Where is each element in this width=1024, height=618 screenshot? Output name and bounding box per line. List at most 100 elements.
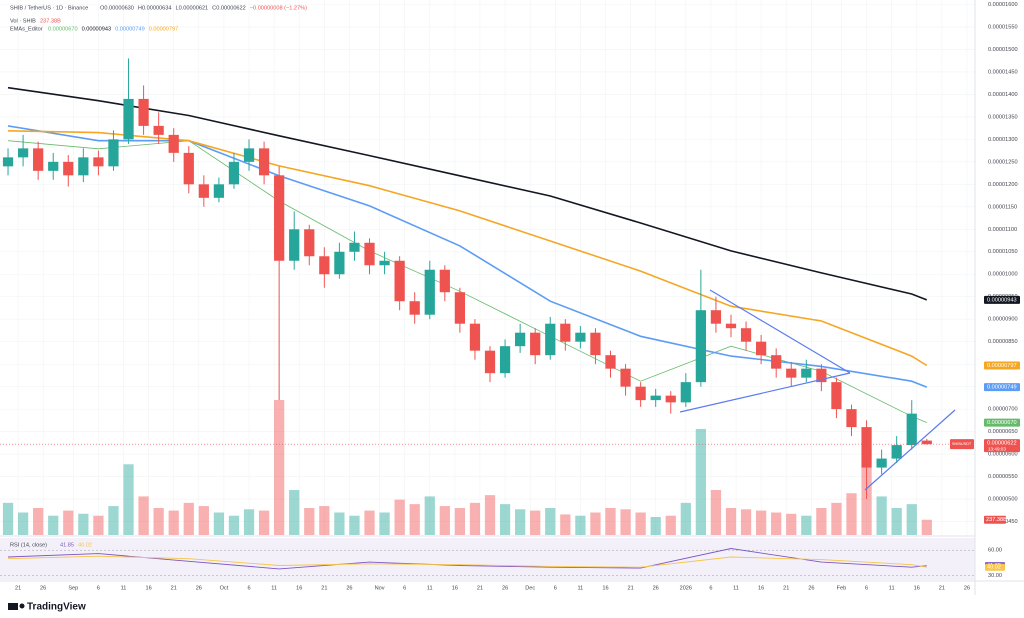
volume-bar (48, 515, 59, 535)
volume-bar (605, 508, 616, 535)
y-tick-label: 0.00001050 (988, 249, 1018, 255)
y-tick-label: 0.00000900 (988, 317, 1018, 323)
x-tick-label: 11 (271, 585, 277, 591)
rsi-pane (0, 548, 975, 576)
trend-drawings (679, 289, 956, 491)
x-tick-label: 2026 (680, 585, 692, 591)
candle-body (740, 328, 752, 342)
candle-body (274, 175, 285, 261)
candle-body (228, 161, 240, 185)
x-tick-label: 26 (653, 585, 659, 591)
y-tick-label: 0.00000600 (988, 452, 1018, 458)
volume-bar (499, 504, 511, 535)
candle-body (846, 409, 857, 428)
volume-bar (575, 515, 586, 535)
axes: 0.00001600 0.00001550 0.00001500 0.00001450… (0, 2, 1020, 591)
candle-body (515, 332, 526, 347)
x-tick-label: 6 (709, 585, 712, 591)
brand-logo: TradingView (8, 602, 86, 613)
x-tick-label: 11 (427, 585, 433, 591)
candle-body (123, 98, 134, 140)
logo-mark (19, 603, 25, 609)
candle-body (93, 157, 104, 167)
candle-body (906, 413, 917, 446)
volume-bar (560, 514, 571, 535)
x-tick-label: 26 (40, 585, 46, 591)
ema-title: EMAs_Editor (10, 26, 43, 32)
x-tick-label: 21 (15, 585, 21, 591)
volume-title: Vol · SHIB (10, 18, 36, 24)
rsi-tick-label: 30.00 (988, 573, 1002, 579)
x-tick-label: 11 (121, 585, 127, 591)
candle-body (289, 229, 300, 261)
ohlc-value: L0.00000621 (176, 5, 209, 11)
candle-body (560, 323, 571, 342)
ema-tag (984, 361, 1020, 370)
x-tick-label: 11 (889, 585, 895, 591)
volume-pane (2, 400, 932, 535)
candle-body (48, 161, 59, 171)
candles (2, 58, 932, 500)
volume-tag-label: 237.38B (986, 517, 1007, 523)
y-tick-label: 0.00000700 (988, 407, 1018, 413)
volume-bar (168, 510, 179, 535)
volume-bar (454, 508, 466, 535)
volume-bar (213, 512, 225, 535)
candle-body (78, 157, 89, 176)
x-tick-label: 11 (577, 585, 583, 591)
ema-tag-label: 0.00000749 (987, 385, 1017, 391)
candle-body (605, 355, 616, 369)
volume-bar (394, 499, 405, 535)
chart-title: SHIB / TetherUS · 1D · Binance (10, 5, 88, 11)
x-tick-label: 16 (452, 585, 458, 591)
x-tick-label: Oct (220, 585, 229, 591)
rsi-title: RSI (14, close) (10, 542, 47, 548)
volume-bar (304, 508, 315, 535)
x-tick-label: 6 (554, 585, 557, 591)
rsi-tag (985, 563, 1005, 571)
volume-bar (771, 512, 782, 535)
volume-bar (289, 490, 300, 535)
ema-tag (984, 383, 1020, 392)
x-tick-label: 6 (247, 585, 250, 591)
volume-bar (906, 504, 917, 535)
candle-body (469, 323, 481, 351)
candle-body (816, 368, 827, 383)
candle-body (801, 368, 812, 378)
volume-bar (349, 515, 360, 535)
last-price-tag (950, 439, 974, 450)
volume-bar (831, 502, 842, 535)
candle-body (921, 440, 932, 445)
y-tick-label: 0.00001250 (988, 159, 1018, 165)
candle-body (334, 251, 345, 275)
x-tick-label: Dec (525, 585, 535, 591)
candle-body (635, 386, 646, 401)
candle-body (454, 292, 466, 324)
ema-value: 0.00000943 (82, 26, 112, 32)
candle-body (349, 242, 360, 252)
y-tick-label: 0.00001200 (988, 182, 1018, 188)
volume-bar (695, 428, 706, 535)
rsi-value: 41.85 (60, 542, 74, 548)
volume-bar (515, 509, 526, 535)
ema-tag-label: 0.00000943 (987, 297, 1017, 303)
rsi-tag-label: 40.02 (987, 565, 1001, 571)
candle-body (243, 148, 255, 162)
volume-bar (665, 515, 676, 535)
y-tick-label: 0.00001300 (988, 137, 1018, 143)
volume-bar (334, 512, 345, 535)
volume-tag (984, 515, 1006, 524)
y-tick-label: 0.00001400 (988, 92, 1018, 98)
trend-line (864, 409, 956, 491)
candle-body (319, 256, 330, 275)
logo-mark (8, 603, 18, 610)
y-tick-label: 0.00001350 (988, 114, 1018, 120)
volume-bar (258, 510, 270, 535)
brand-name: TradingView (27, 602, 86, 613)
volume-bar (861, 467, 872, 535)
x-tick-label: 26 (808, 585, 814, 591)
last-price-tag (984, 439, 1020, 453)
volume-bar (93, 515, 104, 535)
countdown: 13:49:03 (988, 446, 1006, 451)
candle-body (33, 148, 44, 171)
